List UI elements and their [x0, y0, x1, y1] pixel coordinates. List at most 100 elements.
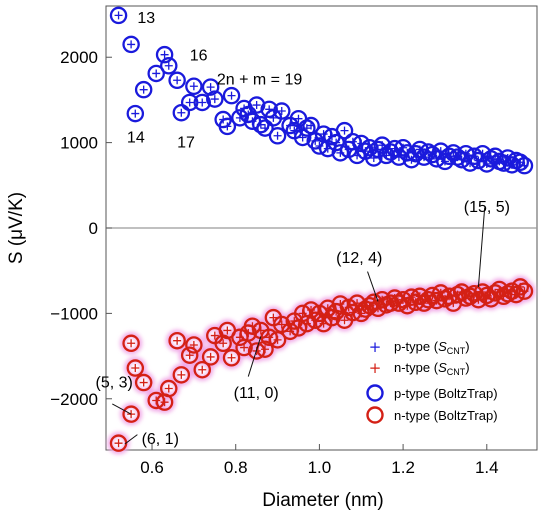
- n-type-scnt-point: [277, 320, 286, 329]
- p-type-scnt-point: [227, 91, 236, 100]
- n-type-boltztrap-point: [385, 289, 404, 307]
- p-type-boltztrap-point: [155, 45, 174, 64]
- data-markers: [109, 6, 534, 452]
- n-type-boltztrap-point: [231, 328, 249, 347]
- x-tick-label: 1.0: [308, 458, 332, 477]
- n-type-boltztrap-point: [247, 342, 266, 360]
- annotation-leader: [247, 336, 262, 377]
- n-type-boltztrap-point: [185, 336, 203, 354]
- p-type-boltztrap-point: [348, 146, 366, 165]
- legend-p-boltztrap-marker: [366, 384, 384, 402]
- p-type-boltztrap-point: [109, 6, 128, 25]
- p-type-scnt-point: [173, 76, 182, 85]
- p-type-boltztrap-point: [406, 144, 425, 163]
- n-type-boltztrap-point: [193, 360, 211, 379]
- p-type-scnt-point: [198, 98, 207, 107]
- p-type-boltztrap-point: [206, 90, 224, 108]
- annotation-leaders: [112, 207, 486, 445]
- n-type-boltztrap-point: [172, 366, 191, 384]
- p-type-boltztrap-point: [465, 147, 483, 166]
- p-type-boltztrap-point: [360, 138, 379, 157]
- n-type-boltztrap-point: [256, 340, 274, 358]
- p-type-boltztrap-point: [331, 144, 350, 162]
- p-type-scnt-point: [206, 83, 215, 92]
- n-type-boltztrap-point: [302, 301, 320, 319]
- annotation-11-0: (11, 0): [234, 385, 279, 402]
- n-type-boltztrap-point: [243, 317, 262, 335]
- y-tick-label: 1000: [60, 134, 98, 153]
- legend-n-scnt-marker: +: [369, 359, 382, 377]
- annotation-15-5: (15, 5): [464, 199, 510, 216]
- p-type-boltztrap-point: [365, 149, 383, 167]
- n-type-boltztrap-point: [398, 296, 417, 315]
- y-tick-label: 0: [89, 219, 98, 238]
- p-type-boltztrap-point: [222, 86, 241, 105]
- p-type-scnt-point: [273, 131, 282, 140]
- n-type-boltztrap-point: [147, 391, 165, 410]
- n-type-scnt-point: [177, 370, 186, 379]
- p-type-boltztrap-point: [260, 100, 278, 119]
- n-type-scnt-point: [127, 339, 136, 348]
- annotation-6-1: (6, 1): [142, 431, 179, 448]
- y-axis-title: S (μV/K): [6, 192, 27, 264]
- y-axis-ticks: 2000 1000 0 −1000 −2000: [50, 48, 112, 409]
- p-type-scnt-point: [277, 107, 286, 116]
- p-type-scnt-point: [340, 126, 349, 135]
- y-tick-label: 2000: [60, 48, 98, 67]
- n-type-scnt-point: [139, 378, 148, 387]
- p-type-boltztrap-point: [201, 78, 220, 96]
- p-type-boltztrap-point: [440, 147, 458, 166]
- p-type-boltztrap-point: [335, 121, 354, 140]
- p-type-boltztrap-point: [160, 57, 178, 75]
- n-type-scnt-point: [340, 316, 349, 325]
- annotation-13: 13: [137, 10, 155, 27]
- p-type-scnt-point: [131, 109, 140, 118]
- y-tick-label: −1000: [50, 304, 98, 323]
- n-type-scnt-point: [223, 326, 232, 335]
- legend-n-scnt-label: n-type (SCNT): [394, 360, 470, 377]
- p-type-boltztrap-point: [126, 104, 145, 123]
- p-type-boltztrap-point: [168, 71, 186, 90]
- p-type-boltztrap-point: [122, 35, 140, 54]
- legend-p-scnt-marker: +: [369, 338, 382, 356]
- n-type-scnt-point: [131, 364, 140, 373]
- annotation-leader: [477, 207, 486, 287]
- p-type-scnt-point: [127, 40, 136, 49]
- n-type-boltztrap-point: [160, 379, 178, 398]
- annotation-14: 14: [127, 130, 145, 147]
- n-type-scnt-point: [114, 439, 123, 448]
- x-tick-label: 0.8: [224, 458, 248, 477]
- p-type-scnt-point: [189, 82, 198, 91]
- n-type-boltztrap-point: [168, 331, 186, 350]
- p-type-boltztrap-point: [134, 80, 153, 99]
- p-type-boltztrap-point: [515, 156, 534, 175]
- n-type-boltztrap-point: [126, 359, 145, 377]
- p-type-scnt-point: [252, 101, 261, 110]
- p-type-scnt-point: [160, 50, 169, 59]
- annotation-5-3: (5, 3): [96, 375, 133, 392]
- p-type-boltztrap-point: [503, 156, 521, 174]
- p-type-boltztrap-point: [218, 117, 237, 136]
- n-type-scnt-point: [206, 352, 215, 361]
- legend-item-p-boltztrap: p-type (BoltzTrap): [366, 384, 498, 402]
- annotation-leader: [124, 434, 138, 445]
- legend-p-boltztrap-label: p-type (BoltzTrap): [394, 386, 498, 401]
- n-type-boltztrap-point: [515, 282, 534, 300]
- n-type-scnt-point: [173, 336, 182, 345]
- n-type-boltztrap-point: [122, 334, 140, 353]
- n-type-boltztrap-point: [281, 322, 299, 341]
- p-type-scnt-point: [294, 114, 303, 123]
- annotation-16: 16: [190, 48, 208, 65]
- legend-n-boltztrap-marker: [366, 406, 384, 424]
- annotation-2n: 2n + m = 19: [217, 72, 302, 89]
- x-tick-label: 0.6: [140, 458, 164, 477]
- p-type-boltztrap-point: [185, 77, 203, 96]
- n-type-boltztrap-point: [373, 290, 391, 309]
- p-type-boltztrap-point: [193, 93, 211, 112]
- n-type-boltztrap-point: [260, 328, 278, 347]
- annotation-leader: [112, 403, 132, 415]
- x-axis-title: Diameter (nm): [262, 490, 383, 511]
- n-type-boltztrap-point: [180, 346, 199, 364]
- annotation-12-4: (12, 4): [336, 250, 382, 267]
- annotation-17: 17: [177, 135, 195, 152]
